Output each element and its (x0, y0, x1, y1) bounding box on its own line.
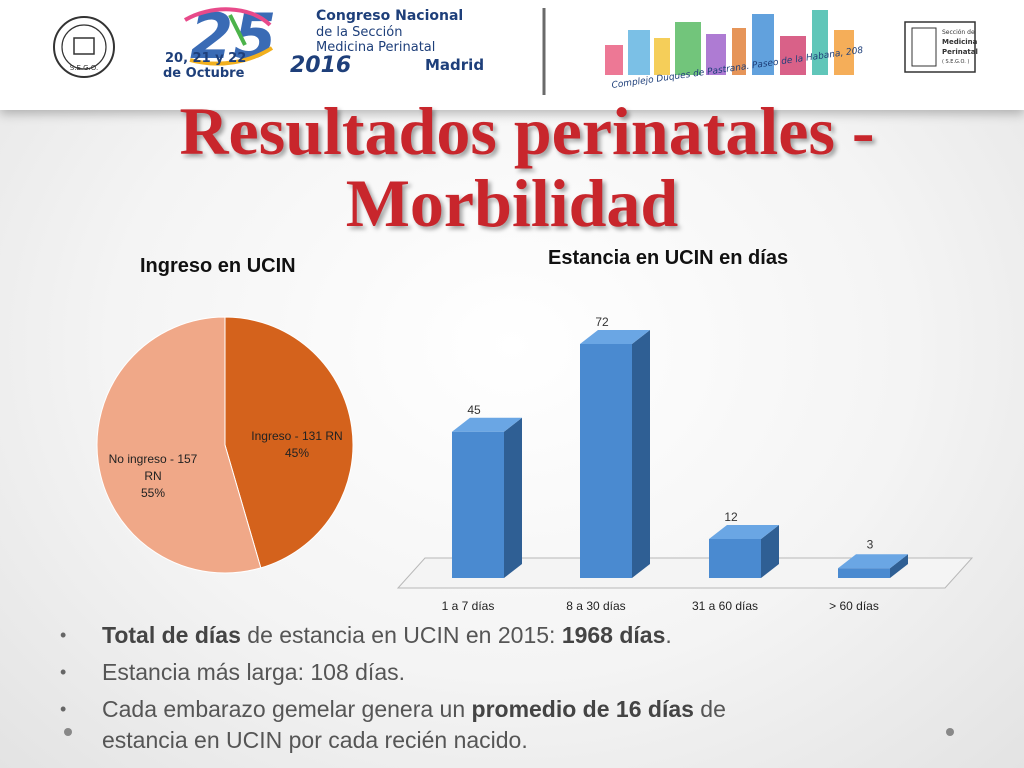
bar-top-face (838, 554, 908, 569)
bar-front-face (838, 568, 890, 578)
svg-text:( S.E.G.O. ): ( S.E.G.O. ) (942, 59, 969, 65)
slide-title: Resultados perinatales - Morbilidad (0, 95, 1024, 239)
madrid-skyline-illustration: Complejo Duques de Pastrana. Paseo de la… (605, 10, 864, 91)
bar-front-face (452, 431, 504, 578)
left-logo-text: S.E.G.O. (70, 64, 98, 72)
bar-category-label: 1 a 7 días (442, 599, 495, 613)
pie-slice-ingreso (224, 316, 354, 569)
pie-slice-no-ingreso (96, 316, 262, 574)
pie-label-ingreso-percent: 45% (285, 446, 309, 460)
bar-category-label: 31 a 60 días (692, 599, 758, 613)
perinatal-section-logo: Sección de Medicina Perinatal ( S.E.G.O.… (904, 21, 978, 73)
bar-value-label: 12 (724, 510, 738, 524)
anniversary-badge: 25 (183, 0, 276, 73)
congress-line3: Medicina Perinatal (316, 40, 435, 55)
bar-side-face (890, 554, 908, 578)
bar-chart-title: Estancia en UCIN en días (548, 247, 789, 269)
decorative-dot-left (64, 728, 72, 736)
congress-line2: de la Sección (316, 25, 402, 40)
bar-value-label: 3 (867, 537, 874, 551)
bar-category-label: 8 a 30 días (566, 599, 625, 613)
bullet-item-promedio: • Cada embarazo gemelar genera un promed… (60, 696, 726, 753)
decorative-dot-right (946, 728, 954, 736)
pie-label-no-ingreso-line1: No ingreso - 157 (109, 452, 198, 466)
bar-side-face (504, 417, 522, 578)
bullet-dot: • (60, 699, 67, 719)
bar-top-face (580, 330, 650, 344)
congress-banner: S.E.G.O. 25 20, 21 y 22 de Octubre 2016 … (0, 0, 1024, 110)
slide-title-line1: Resultados perinatales - (179, 93, 875, 169)
bar-3 (709, 525, 779, 578)
bar-4 (838, 554, 908, 578)
bar-1 (452, 417, 522, 578)
bullet-item-estancia-larga: • Estancia más larga: 108 días. (60, 657, 960, 688)
bar-front-face (580, 344, 632, 578)
city-text: Madrid (425, 56, 484, 74)
year-text: 2016 (290, 53, 351, 78)
bullet-list: • Total de días de estancia en UCIN en 2… (60, 620, 960, 762)
bar-value-label: 45 (467, 403, 481, 417)
bar-chart-floor (396, 557, 974, 589)
dates-line1: 20, 21 y 22 (165, 51, 246, 66)
bar-top-face (709, 525, 779, 539)
bar-top-face (452, 417, 522, 432)
slide-title-line2: Morbilidad (345, 165, 679, 241)
bar-value-label: 72 (595, 315, 609, 329)
bullet-dot: • (60, 625, 67, 645)
bar-front-face (709, 539, 761, 578)
pie-label-no-ingreso-line2: RN (144, 469, 161, 483)
bullet-item-total-dias: • Total de días de estancia en UCIN en 2… (60, 620, 960, 651)
dates-line2: de Octubre (163, 66, 245, 81)
pie-label-no-ingreso-percent: 55% (141, 486, 165, 500)
bar-side-face (632, 330, 650, 578)
banner-graphics: S.E.G.O. 25 20, 21 y 22 de Octubre 2016 … (53, 0, 978, 95)
svg-text:Perinatal: Perinatal (942, 48, 978, 56)
congress-line1: Congreso Nacional (316, 8, 463, 24)
svg-text:Sección de: Sección de (942, 29, 975, 36)
sego-seal-logo: S.E.G.O. (53, 16, 115, 78)
pie-chart-title: Ingreso en UCIN (140, 255, 296, 277)
svg-text:Medicina: Medicina (942, 38, 978, 46)
bullet-dot: • (60, 662, 67, 682)
bar-side-face (761, 525, 779, 578)
pie-label-ingreso-line1: Ingreso - 131 RN (251, 429, 342, 443)
bar-category-label: > 60 días (829, 599, 879, 613)
bar-2 (580, 330, 650, 578)
